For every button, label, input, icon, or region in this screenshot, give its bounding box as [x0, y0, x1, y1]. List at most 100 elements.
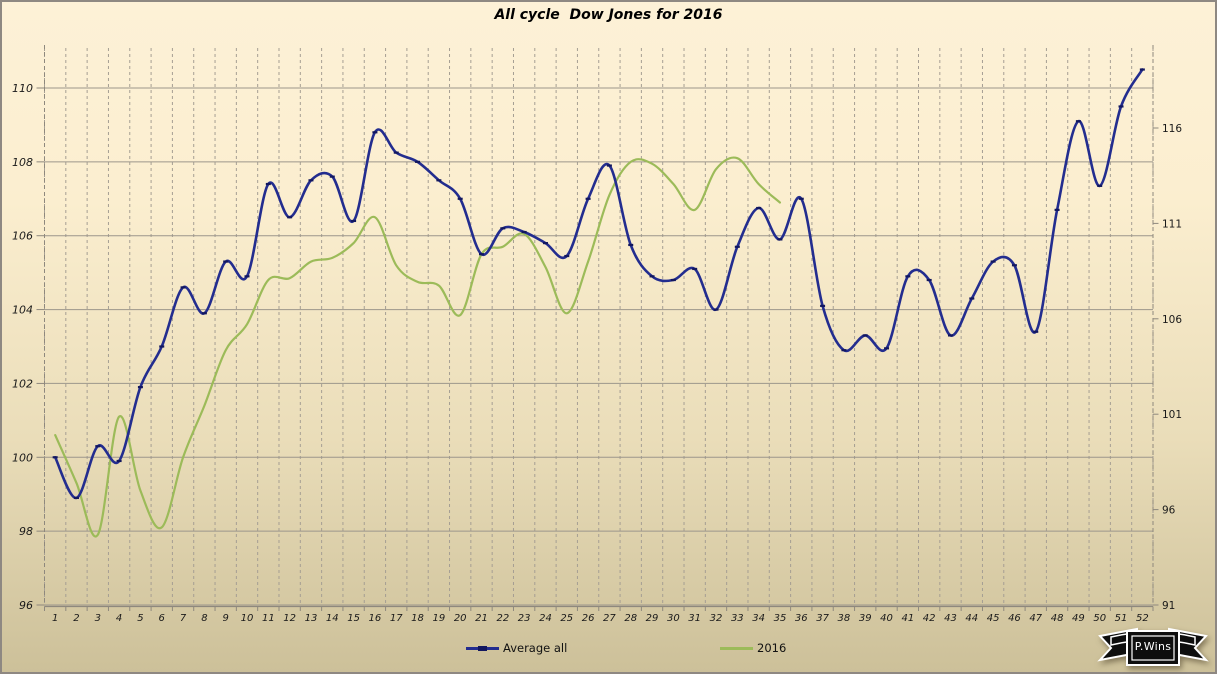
x-axis-label: 22	[496, 613, 509, 624]
line-average-all	[53, 68, 1144, 500]
x-axis-label: 13	[305, 613, 318, 624]
data-point-marker	[969, 297, 975, 300]
x-axis-label: 17	[390, 613, 403, 624]
data-point-marker	[820, 304, 826, 307]
data-point-marker	[606, 164, 612, 167]
pwins-ribbon-icon	[1097, 627, 1209, 666]
x-axis-label: 32	[710, 613, 723, 624]
x-axis-label: 49	[1072, 613, 1085, 624]
right-axis-label: 106	[1162, 314, 1182, 326]
legend-label-average-all: Average all	[503, 641, 568, 655]
data-point-marker	[287, 216, 293, 219]
left-axis-label: 98	[19, 525, 33, 538]
x-axis-label: 30	[667, 613, 680, 624]
x-axis-label: 35	[774, 613, 787, 624]
data-point-marker	[265, 182, 271, 186]
data-point-marker	[308, 179, 314, 182]
left-axis-label: 100	[12, 451, 33, 464]
data-point-marker	[436, 179, 442, 182]
right-axis-label: 91	[1162, 600, 1175, 612]
left-axis-label: 108	[12, 156, 33, 169]
chart-title: All cycle Dow Jones for 2016	[494, 7, 723, 23]
x-axis-label: 34	[752, 613, 765, 624]
x-axis-label: 51	[1115, 613, 1128, 624]
x-axis-label: 21	[475, 613, 488, 624]
data-point-marker	[1011, 264, 1017, 267]
series-2016	[54, 156, 781, 538]
x-axis-label: 39	[859, 613, 872, 624]
x-axis-label: 24	[539, 613, 552, 624]
x-axis-label: 15	[347, 613, 360, 624]
x-axis-label: 28	[624, 613, 637, 624]
data-point-marker	[926, 278, 932, 282]
x-axis: 1 2 3 4 5 6 7 8 9 10 11 12 13 14 15 16 17 18 19 20 21 22 23 24 2…	[44, 605, 1154, 624]
data-point-marker	[841, 349, 847, 352]
right-axis-label: 116	[1162, 123, 1182, 135]
data-point-marker	[137, 386, 143, 389]
data-point-marker	[329, 175, 335, 178]
x-axis-label: 26	[582, 613, 595, 624]
x-axis-label: 14	[326, 613, 339, 624]
data-point-marker	[180, 286, 186, 289]
x-axis-label: 11	[262, 613, 275, 624]
data-point-marker	[990, 260, 996, 263]
data-point-marker	[1139, 68, 1145, 71]
legend-item-average-all: Average all	[466, 641, 567, 655]
data-point-marker	[1054, 208, 1060, 211]
data-point-marker	[734, 245, 740, 248]
data-point-marker	[1033, 330, 1039, 333]
right-axis-label: 96	[1162, 505, 1176, 517]
data-point-marker	[116, 459, 122, 463]
data-point-marker	[159, 345, 165, 348]
x-axis-label: 29	[646, 613, 659, 624]
pwins-badge-label: P.Wins	[1134, 640, 1172, 653]
x-axis-label: 12	[283, 613, 296, 624]
data-point-marker	[585, 197, 591, 200]
average-all-marker-swatch	[478, 645, 487, 651]
data-point-marker	[201, 312, 207, 315]
x-axis-label: 44	[965, 613, 978, 624]
data-point-marker	[564, 254, 570, 258]
data-point-marker	[52, 456, 58, 459]
data-point-marker	[713, 308, 719, 311]
x-axis-label: 45	[987, 613, 1000, 624]
x-axis-label: 3	[95, 613, 101, 624]
x-axis-label: 5	[137, 613, 143, 624]
x-axis-label: 10	[241, 613, 254, 624]
data-point-marker	[372, 131, 378, 134]
data-point-marker	[905, 275, 911, 278]
x-axis-label: 23	[518, 613, 531, 624]
x-axis-label: 37	[816, 613, 829, 624]
average-all-line-swatch	[466, 645, 499, 651]
x-axis-label: 36	[795, 613, 808, 624]
x-axis-label: 46	[1008, 613, 1021, 624]
data-point-marker	[862, 334, 868, 337]
data-point-marker	[947, 334, 953, 337]
x-axis-label: 47	[1029, 613, 1042, 624]
x-axis-label: 2	[73, 613, 79, 624]
x-axis-label: 31	[688, 613, 701, 624]
pwins-badge: P.Wins	[1097, 625, 1209, 671]
x-axis-label: 48	[1051, 613, 1064, 624]
x-axis-label: 33	[731, 613, 744, 624]
x-axis-label: 19	[433, 613, 446, 624]
left-axis-label: 110	[12, 82, 33, 95]
data-point-marker	[670, 278, 676, 282]
data-point-marker	[798, 197, 804, 200]
left-axis-label: 96	[19, 599, 33, 612]
x-axis-label: 27	[603, 613, 616, 624]
data-point-marker	[95, 445, 101, 448]
x-axis-label: 4	[116, 613, 122, 624]
data-point-marker	[500, 227, 506, 230]
data-point-marker	[628, 243, 634, 247]
right-axis-label: 101	[1162, 409, 1182, 421]
x-axis-label: 40	[880, 613, 893, 624]
right-axis: 91 96 101 106 111 116	[1152, 45, 1182, 612]
x-axis-label: 18	[411, 613, 424, 624]
vertical-gridlines	[44, 48, 1154, 605]
x-axis-label: 16	[369, 613, 382, 624]
x-axis-label: 7	[180, 613, 187, 624]
data-point-marker	[884, 347, 890, 350]
data-point-marker	[223, 260, 229, 263]
